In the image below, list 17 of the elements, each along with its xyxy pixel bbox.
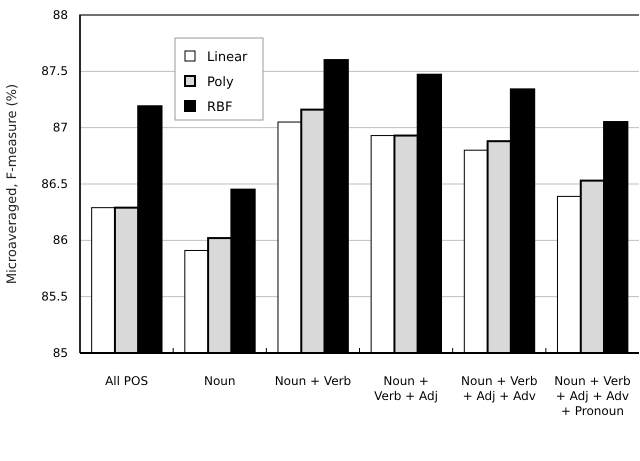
y-tick-label: 87.5 (41, 64, 68, 78)
legend-label: Linear (207, 50, 248, 65)
y-tick-label: 85.5 (41, 290, 68, 304)
legend-label: Poly (207, 75, 234, 90)
y-tick-label: 86 (52, 233, 68, 248)
legend-label: RBF (207, 100, 232, 115)
x-tick-label: Noun (204, 374, 236, 388)
y-tick-label: 86.5 (41, 176, 68, 191)
y-axis-title: Microaveraged, F-measure (%) (5, 84, 20, 284)
x-tick-label: Noun + Verb + Adj + Adv (461, 374, 538, 403)
y-tick-label: 87 (52, 120, 68, 135)
y-tick-label: 85 (52, 346, 68, 360)
x-tick-label: All POS (105, 374, 148, 388)
x-tick-label: Noun + Verb + Adj + Adv + Pronoun (554, 374, 631, 418)
x-tick-label: Noun + Verb + Adj (374, 374, 438, 403)
y-tick-label: 88 (52, 8, 68, 22)
x-tick-label: Noun + Verb (274, 374, 352, 388)
